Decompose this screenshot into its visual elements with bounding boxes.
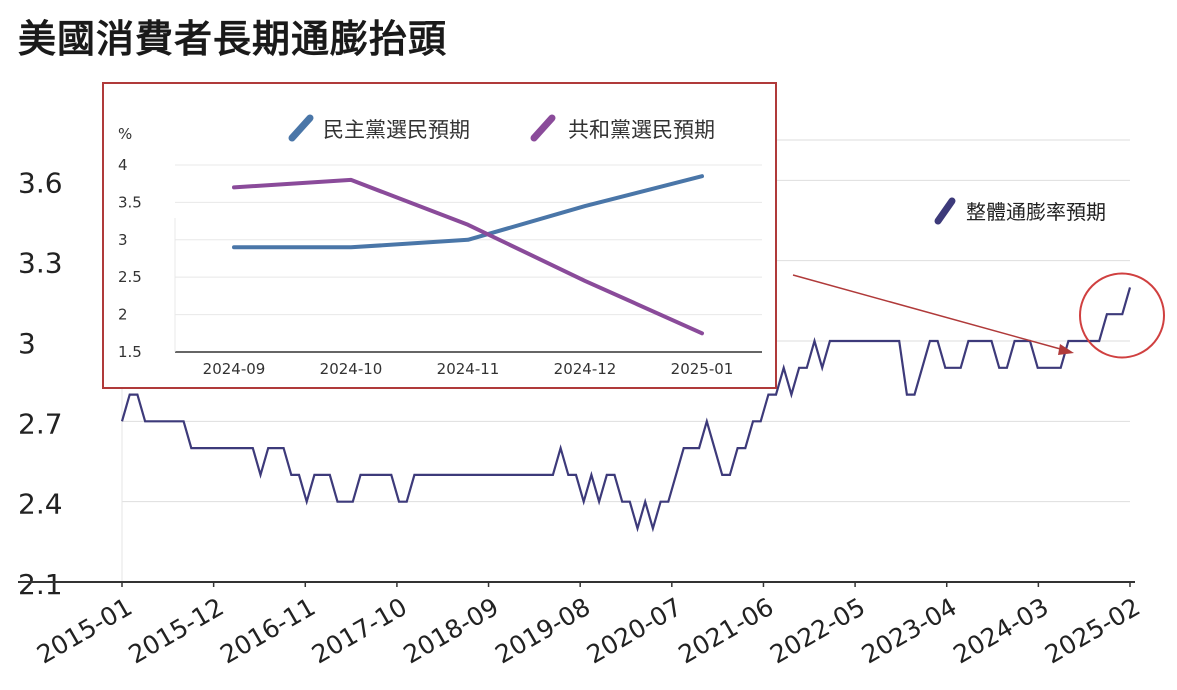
x-tick-label: 2018-09 <box>399 592 504 669</box>
inset-y-axis: 1.5 2 2.5 3 3.5 4 <box>118 156 142 361</box>
y-tick-label: 3.3 <box>18 247 63 280</box>
inset-x-tick-label: 2024-11 <box>437 360 500 378</box>
inset-x-tick-label: 2024-09 <box>203 360 266 378</box>
chart-title: 美國消費者長期通膨抬頭 <box>18 17 448 61</box>
x-tick-label: 2020-07 <box>582 592 687 669</box>
y-tick-label: 3 <box>18 327 36 360</box>
inset-x-tick-label: 2025-01 <box>671 360 734 378</box>
legend-swatch-democrat <box>288 114 314 142</box>
legend-label-democrat: 民主黨選民預期 <box>323 118 470 142</box>
x-tick-label: 2021-06 <box>673 592 778 669</box>
x-tick-label: 2022-05 <box>765 592 870 669</box>
inset-x-tick-label: 2024-10 <box>320 360 383 378</box>
inset-frame <box>102 82 777 389</box>
inset-x-tick-label: 2024-12 <box>554 360 617 378</box>
series-line-overall <box>120 287 1132 533</box>
inset-y-tick-label: 3 <box>118 231 128 249</box>
inset-chart: 1.522.533.54 % 2024-09 2024-10 2024-11 2024… <box>102 82 777 389</box>
inset-legend: 民主黨選民預期 共和黨選民預期 <box>288 114 715 142</box>
x-tick-label: 2015-01 <box>32 592 137 669</box>
legend-swatch-overall <box>934 197 956 225</box>
x-tick-label: 2019-08 <box>490 592 595 669</box>
x-tick-label: 2017-10 <box>307 592 412 669</box>
series-line-republican <box>232 177 704 336</box>
legend-label-republican: 共和黨選民預期 <box>568 118 715 142</box>
x-tick-label: 2023-04 <box>857 592 962 669</box>
x-tick-label: 2015-12 <box>124 592 229 669</box>
main-legend: 整體通膨率預期 <box>934 197 1106 225</box>
y-tick-label: 3.6 <box>18 166 63 199</box>
inset-y-tick-label: 1.5 <box>118 343 142 361</box>
inset-y-tick-label: 2 <box>118 306 128 324</box>
inset-x-axis: 2024-09 2024-10 2024-11 2024-12 2025-01 <box>203 360 734 378</box>
y-tick-label: 2.4 <box>18 488 63 521</box>
highlight-circle <box>1079 272 1165 359</box>
inset-y-tick-label: 3.5 <box>118 193 142 211</box>
y-tick-label: 2.1 <box>18 568 63 601</box>
x-tick-label: 2024-03 <box>948 592 1053 669</box>
annotation-arrow <box>792 274 1065 351</box>
x-tick-label: 2025-02 <box>1040 592 1145 669</box>
legend-swatch-republican <box>530 114 556 142</box>
main-y-axis: 2.1 2.4 2.7 3 3.3 3.6 <box>18 166 63 601</box>
series-line-democrat <box>232 174 704 250</box>
inset-y-tick-label: 4 <box>118 156 128 174</box>
annotation-arrowhead <box>1058 344 1074 355</box>
legend-label-overall: 整體通膨率預期 <box>966 200 1106 224</box>
inset-y-tick-label: 2.5 <box>118 268 142 286</box>
main-x-axis: 2015-012015-122016-112017-102018-092019-… <box>32 582 1145 669</box>
inset-unit-label: % <box>118 125 132 143</box>
y-tick-label: 2.7 <box>18 407 63 440</box>
x-tick-label: 2016-11 <box>215 592 320 669</box>
